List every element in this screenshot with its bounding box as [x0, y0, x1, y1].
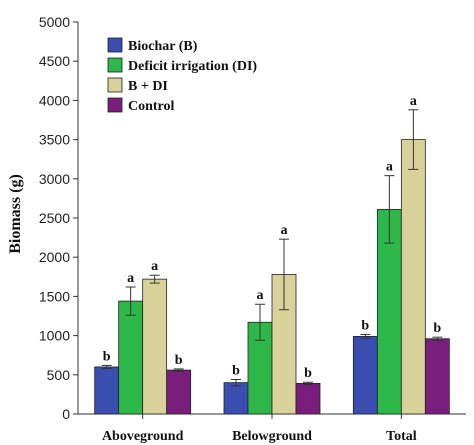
significance-label: b	[433, 321, 441, 336]
bar	[352, 335, 378, 415]
y-tick-label: 2500	[39, 210, 70, 226]
significance-label: a	[281, 223, 288, 238]
x-category-label: Belowground	[232, 429, 312, 444]
legend-swatch	[107, 77, 123, 93]
y-tick-label: 1500	[39, 288, 70, 304]
significance-label: b	[232, 364, 240, 379]
x-category-label: Total	[386, 429, 417, 444]
y-tick-label: 5000	[39, 14, 70, 30]
y-tick-label: 0	[62, 406, 70, 422]
bar	[295, 383, 321, 415]
legend-entry: Control	[128, 99, 175, 114]
legend-entry: B + DI	[128, 79, 168, 94]
y-tick-label: 3500	[39, 132, 70, 148]
y-tick-label: 3000	[39, 171, 70, 187]
y-axis-label: Biomass (g)	[7, 174, 24, 254]
bar	[223, 382, 249, 415]
y-tick-label: 2000	[39, 249, 70, 265]
y-tick-label: 1000	[39, 328, 70, 344]
bar	[118, 300, 144, 415]
x-category-label: Aboveground	[102, 429, 184, 444]
legend-swatch	[107, 57, 123, 73]
chart-bars: b a a b b a a b b a a b	[94, 94, 450, 415]
bar	[142, 278, 168, 415]
chart-axes: 0 500 1000 1500 2000 2500 3000 3500 4000 4500 5000…	[39, 14, 466, 444]
legend-entry: Deficit irrigation (DI)	[128, 59, 257, 74]
bar	[400, 139, 426, 415]
significance-label: a	[257, 288, 264, 303]
significance-label: b	[175, 353, 183, 368]
significance-label: a	[151, 259, 158, 274]
legend-swatch	[107, 97, 123, 113]
y-tick-label: 4500	[39, 53, 70, 69]
bar	[166, 369, 192, 415]
bar	[94, 366, 120, 415]
y-tick-label: 500	[47, 367, 71, 383]
significance-label: b	[304, 366, 312, 381]
legend-entry: Biochar (B)	[128, 39, 198, 54]
significance-label: b	[103, 349, 111, 364]
bar	[424, 338, 450, 415]
significance-label: a	[410, 94, 417, 109]
legend-swatch	[107, 37, 123, 53]
significance-label: b	[361, 318, 369, 333]
chart-legend: Biochar (B) Deficit irrigation (DI) B + DI…	[107, 37, 257, 114]
significance-label: a	[127, 271, 134, 286]
significance-label: a	[386, 160, 393, 175]
y-tick-label: 4000	[39, 92, 70, 108]
